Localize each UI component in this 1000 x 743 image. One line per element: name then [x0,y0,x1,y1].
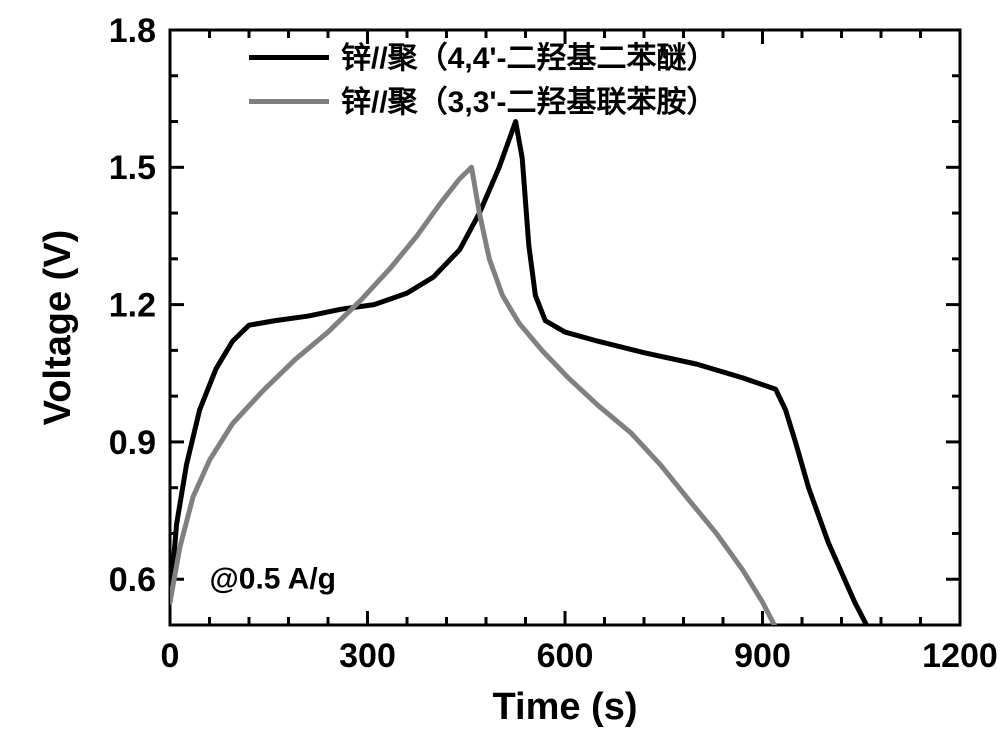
x-tick-label: 600 [537,637,594,675]
x-tick-label: 300 [339,637,396,675]
legend-label: 锌//聚（3,3'-二羟基联苯胺） [341,85,717,119]
x-tick-label: 900 [734,637,791,675]
rate-annotation: @0.5 A/g [210,562,337,595]
y-tick-label: 0.9 [109,424,156,462]
y-tick-label: 1.2 [109,287,156,325]
x-axis-label: Time (s) [492,686,637,728]
voltage-time-chart: 0 300 600 900 1200 0.6 0.9 1.2 1.5 1.8 Time (s) Vol… [0,0,1000,743]
x-tick-label: 1200 [922,637,998,675]
chart-container: 0 300 600 900 1200 0.6 0.9 1.2 1.5 1.8 Time (s) Vol… [0,0,1000,743]
y-tick-label: 1.8 [109,12,156,50]
x-tick-label: 0 [161,637,180,675]
legend-label: 锌//聚（4,4'-二羟基二苯醚） [341,41,717,75]
y-tick-label: 1.5 [109,149,156,187]
y-axis-label: Voltage (V) [37,230,79,426]
y-tick-label: 0.6 [109,561,156,599]
